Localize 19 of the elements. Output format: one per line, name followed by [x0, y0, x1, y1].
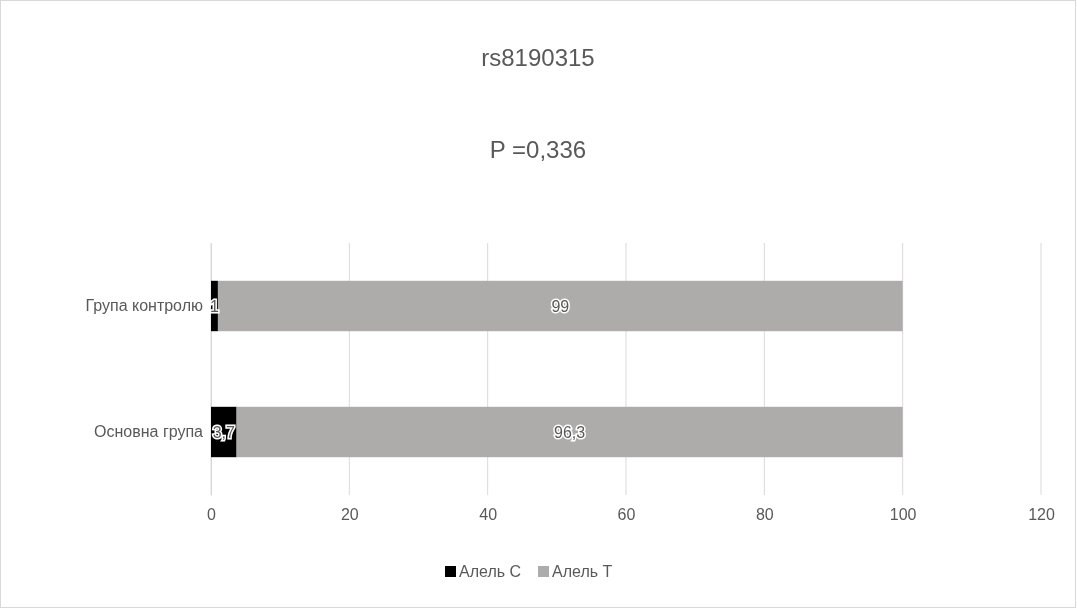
data-label: 99: [551, 298, 570, 315]
data-label: 3,7: [212, 424, 236, 441]
data-label: 1: [210, 298, 220, 315]
x-tick-label: 80: [755, 506, 774, 524]
x-tick-label: 100: [889, 506, 917, 524]
x-tick-label: 120: [1028, 506, 1055, 524]
y-tick-label: Основна група: [94, 423, 204, 441]
y-tick-label: Група контролю: [85, 297, 203, 315]
bar: [217, 280, 903, 332]
legend-label: Алель T: [552, 563, 613, 580]
chart-subtitle: P =0,336: [489, 136, 587, 163]
legend-label: Алель C: [459, 563, 522, 580]
x-tick-label: 0: [207, 506, 217, 524]
data-label: 96,3: [554, 424, 586, 441]
x-tick-label: 60: [617, 506, 636, 524]
x-tick-label: 20: [340, 506, 359, 524]
x-tick-label: 40: [479, 506, 498, 524]
bar: [236, 406, 903, 458]
chart-title: rs8190315: [481, 44, 595, 71]
